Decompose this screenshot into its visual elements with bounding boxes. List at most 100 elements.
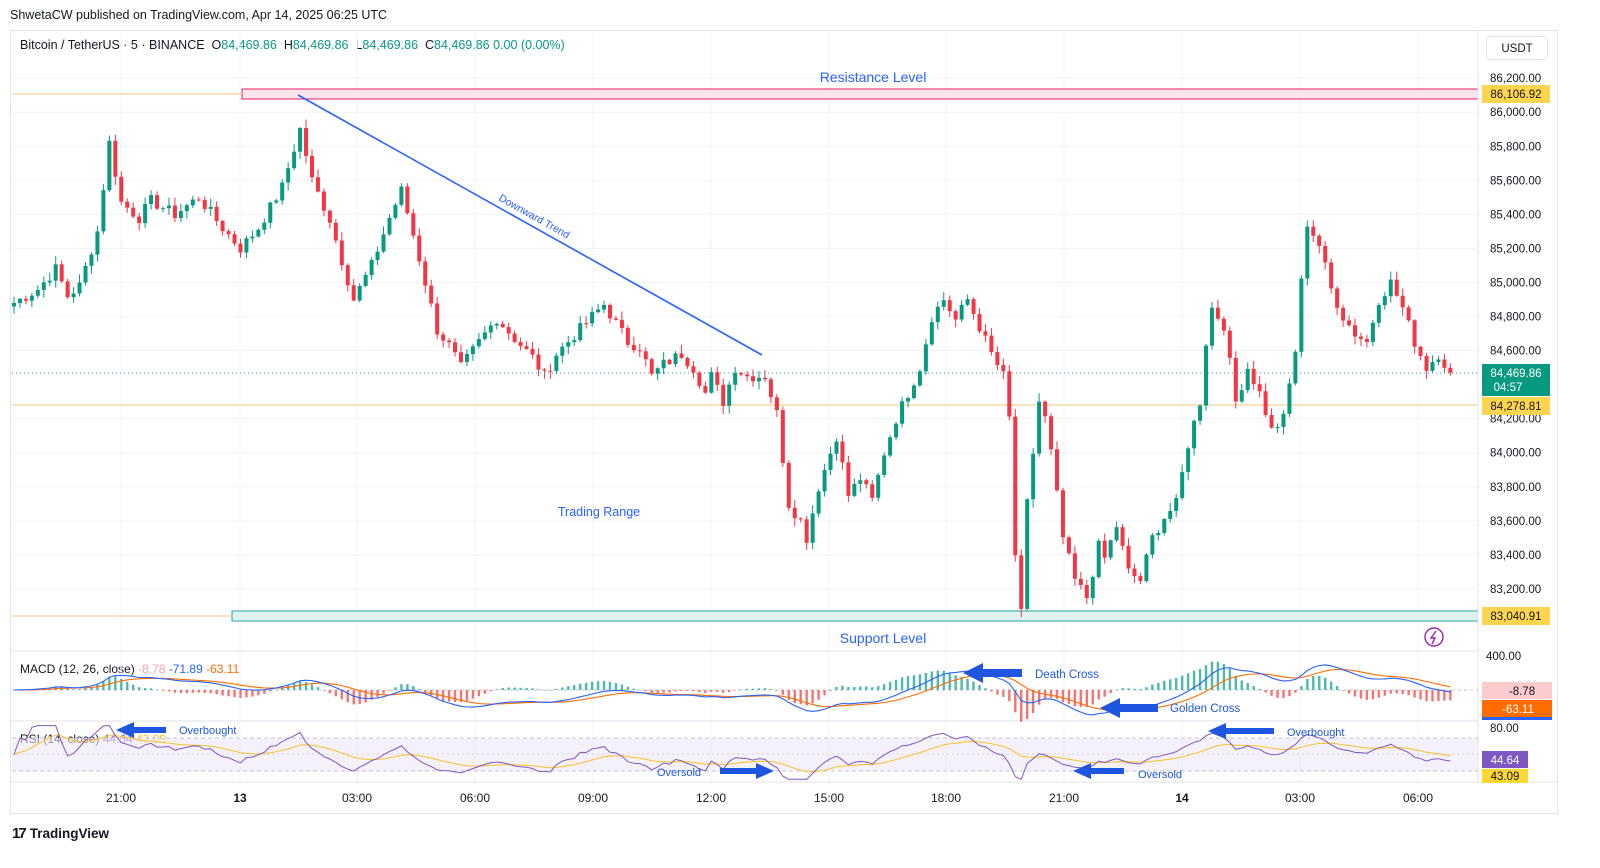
macd-hist-bar xyxy=(215,690,218,695)
candle-body xyxy=(1150,535,1155,555)
macd-hist-bar xyxy=(310,684,314,690)
macd-hist-bar xyxy=(400,684,403,690)
candle-body xyxy=(375,251,380,261)
candle-body xyxy=(506,327,511,334)
macd-hist-bar xyxy=(203,690,206,694)
macd-hist-bar xyxy=(1222,664,1226,690)
candle-body xyxy=(214,206,219,221)
macd-hist-bar xyxy=(1443,690,1446,701)
candle-body xyxy=(947,300,952,312)
candle-body xyxy=(1198,405,1203,421)
candle-body xyxy=(530,348,535,355)
macd-hist-bar xyxy=(1318,675,1321,690)
candle-body xyxy=(1174,497,1179,511)
macd-hist-bar xyxy=(710,690,713,692)
candle-body xyxy=(1215,307,1220,319)
macd-hist-bar xyxy=(877,686,880,690)
macd-hist-bar xyxy=(1026,690,1029,720)
candle-body xyxy=(1388,279,1393,297)
macd-hist-bar xyxy=(1043,690,1047,700)
candle-body xyxy=(1221,318,1226,331)
macd-hist-bar xyxy=(286,685,290,690)
macd-hist-bar xyxy=(370,690,373,700)
symbol-name[interactable]: Bitcoin / TetherUS · 5 · BINANCE xyxy=(20,38,205,52)
macd-line-value: -71.89 xyxy=(168,662,203,676)
downward-trend-label: Downward Trend xyxy=(497,192,572,241)
candle-body xyxy=(780,410,785,464)
resistance-level-label: Resistance Level xyxy=(820,69,927,85)
time-tick-label: 06:00 xyxy=(1403,791,1433,805)
candle-body xyxy=(822,469,827,492)
macd-hist-bar xyxy=(579,683,582,690)
candle-body xyxy=(453,342,458,353)
macd-hist-bar xyxy=(1151,684,1154,690)
overbought-arrow-left xyxy=(116,722,166,738)
macd-hist-bar xyxy=(376,690,379,698)
currency-unit-button[interactable]: USDT xyxy=(1486,36,1548,60)
candle-body xyxy=(53,264,58,281)
rsi-value-tag xyxy=(1482,751,1528,768)
candle-body xyxy=(476,339,481,347)
macd-hist-bar xyxy=(453,690,457,702)
macd-hist-bar xyxy=(1127,688,1130,690)
candle-body xyxy=(870,484,875,498)
tradingview-logo-icon: 17 xyxy=(12,825,27,842)
candle-body xyxy=(71,293,76,298)
macd-line xyxy=(13,664,1451,716)
macd-hist-bar xyxy=(161,690,165,691)
macd-hist-bar xyxy=(888,681,892,690)
candle-body xyxy=(244,238,249,253)
macd-hist-bar xyxy=(1365,690,1369,700)
candle-body xyxy=(107,140,112,191)
macd-hist-bar xyxy=(531,688,534,690)
brand-footer[interactable]: 17 TradingView xyxy=(12,825,109,842)
macd-hist-bar xyxy=(1347,690,1351,694)
macd-hist-bar xyxy=(108,676,111,690)
candle-body xyxy=(1251,368,1256,385)
replay-icon[interactable] xyxy=(1424,627,1444,647)
macd-hist-bar xyxy=(269,690,272,692)
candle-body xyxy=(709,372,714,393)
candle-body xyxy=(250,236,255,239)
candle-body xyxy=(774,397,779,411)
candle-body xyxy=(459,352,463,363)
macd-hist-bar xyxy=(66,688,69,690)
support-zone xyxy=(231,610,1479,622)
macd-hist-bar xyxy=(471,690,475,699)
candle-body xyxy=(566,342,571,347)
candle-body xyxy=(739,372,744,375)
candle-body xyxy=(172,205,177,219)
candle-body xyxy=(727,384,732,406)
macd-hist-bar xyxy=(1359,690,1363,699)
macd-hist-bar xyxy=(1163,680,1166,690)
macd-hist-bar xyxy=(1210,661,1214,690)
candle-body xyxy=(1418,346,1423,356)
macd-hist-bar xyxy=(1389,690,1392,694)
candle-body xyxy=(888,437,893,456)
macd-hist-bar xyxy=(966,678,969,690)
macd-legend[interactable]: MACD (12, 26, close) -8.78 -71.89 -63.11 xyxy=(20,662,240,676)
candle-body xyxy=(953,311,958,320)
macd-hist-bar xyxy=(209,690,212,694)
annotation-arrows xyxy=(116,663,1274,779)
candle-body xyxy=(1055,449,1059,491)
rsi-value-tag-text: 44.64 xyxy=(1491,755,1520,767)
downward-trend-line[interactable] xyxy=(297,94,763,356)
candle-body xyxy=(846,462,851,496)
candle-body xyxy=(47,280,52,283)
macd-hist-bar xyxy=(275,689,278,691)
candle-body xyxy=(178,211,183,219)
macd-hist-bar xyxy=(865,686,868,690)
macd-hist-bar xyxy=(686,690,689,691)
candle-body xyxy=(1084,584,1089,599)
candle-body xyxy=(226,231,231,235)
candle-body xyxy=(1376,305,1381,323)
macd-signal-line xyxy=(14,668,1451,711)
macd-hist-bar xyxy=(424,690,427,693)
candle-body xyxy=(1007,371,1012,417)
macd-hist-bar xyxy=(942,670,945,690)
candle-body xyxy=(494,323,499,326)
time-tick-label: 13 xyxy=(233,791,247,805)
candle-body xyxy=(554,355,559,371)
